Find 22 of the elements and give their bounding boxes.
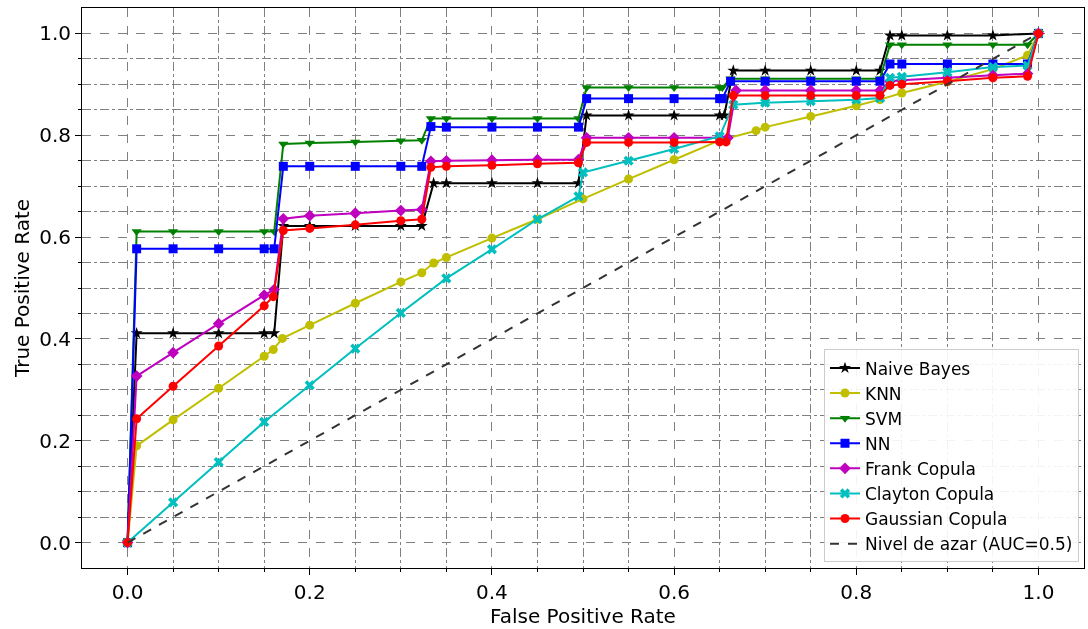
y-tick-label: 0.4 bbox=[39, 326, 71, 351]
y-tick-label: 0.0 bbox=[39, 530, 71, 555]
y-tick-label: 0.8 bbox=[39, 123, 71, 148]
x-tick-label: 0.2 bbox=[293, 580, 326, 604]
x-tick-label: 0.0 bbox=[111, 580, 144, 604]
legend-label: Gaussian Copula bbox=[864, 509, 1008, 530]
y-tick-label: 1.0 bbox=[39, 21, 71, 46]
x-tick-label: 0.6 bbox=[658, 580, 690, 604]
x-tick-label: 1.0 bbox=[1022, 580, 1055, 604]
x-tick-label: 0.8 bbox=[840, 580, 873, 604]
legend-label: Nivel de azar (AUC=0.5) bbox=[864, 534, 1073, 555]
y-axis-title: True Positive Rate bbox=[9, 198, 34, 379]
legend-label: Frank Copula bbox=[864, 458, 976, 479]
legend-label: SVM bbox=[864, 408, 903, 429]
legend-label: NN bbox=[864, 433, 891, 454]
y-tick-label: 0.2 bbox=[39, 428, 71, 453]
legend-label: Clayton Copula bbox=[864, 484, 995, 505]
x-axis-title: False Positive Rate bbox=[490, 604, 676, 628]
x-tick-label: 0.4 bbox=[476, 580, 508, 604]
legend-label: KNN bbox=[864, 383, 902, 404]
y-tick-label: 0.6 bbox=[39, 225, 71, 250]
legend-label: Naive Bayes bbox=[864, 358, 971, 379]
